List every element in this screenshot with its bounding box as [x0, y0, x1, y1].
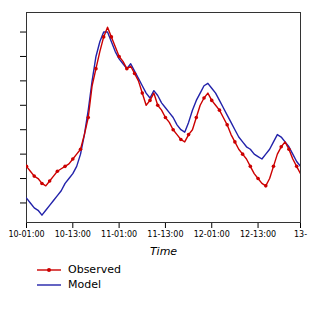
svg-text:Time: Time — [150, 245, 177, 258]
svg-text:13-: 13- — [294, 230, 307, 239]
svg-text:10-13:00: 10-13:00 — [55, 230, 91, 239]
svg-text:10-01:00: 10-01:00 — [8, 230, 44, 239]
svg-text:12-13:00: 12-13:00 — [240, 230, 276, 239]
html-text:Observed: Observed — [68, 263, 121, 276]
svg-text:11-01:00: 11-01:00 — [101, 230, 137, 239]
html-text:Model: Model — [68, 278, 101, 291]
svg-text:11-13:00: 11-13:00 — [147, 230, 183, 239]
svg-text:12-01:00: 12-01:00 — [194, 230, 230, 239]
